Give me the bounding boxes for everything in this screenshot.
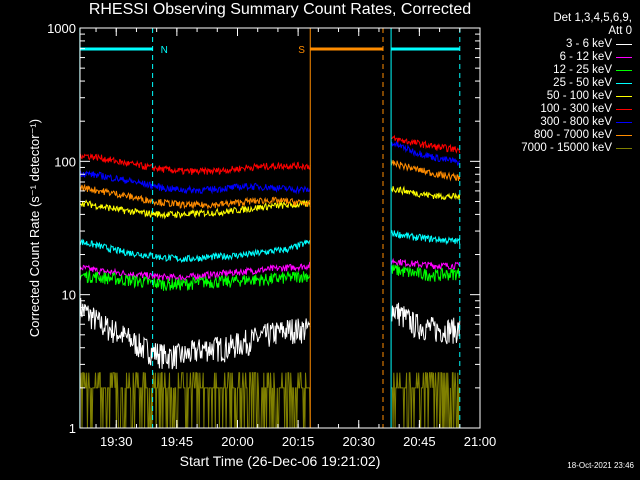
flag-label-n: N (161, 45, 168, 56)
legend-entry: 12 - 25 keV (472, 64, 632, 77)
legend-entry: 3 - 6 keV (472, 38, 632, 51)
legend: Det 1,3,4,5,6,9, Att 0 3 - 6 keV 6 - 12 k… (472, 12, 632, 155)
legend-swatch (616, 122, 632, 123)
series-line-25-50-kev (79, 238, 311, 264)
series-line-12-25-kev (390, 264, 461, 282)
legend-swatch (616, 57, 632, 58)
series-line-12-25-kev (79, 270, 311, 291)
legend-entry: 100 - 300 keV (472, 103, 632, 116)
series-line-50-100-kev (79, 199, 311, 220)
x-tick-label: 19:45 (161, 434, 194, 449)
legend-entry-label: 100 - 300 keV (540, 103, 612, 115)
flag-label-s: S (298, 45, 305, 56)
legend-swatch (616, 96, 632, 97)
series-line-100-300-kev (390, 134, 461, 154)
series-line-300-800-kev (390, 141, 461, 166)
legend-swatch (616, 44, 632, 45)
series-line-800-7000-kev (79, 183, 311, 211)
series-line-3-6-kev (79, 297, 311, 370)
legend-entry-label: 800 - 7000 keV (533, 129, 612, 141)
x-tick-label: 21:00 (464, 434, 497, 449)
series-line-25-50-kev (390, 229, 461, 246)
legend-entry: 50 - 100 keV (472, 90, 632, 103)
legend-entry-label: 7000 - 15000 keV (521, 142, 612, 154)
legend-entry: 25 - 50 keV (472, 77, 632, 90)
legend-entry: 300 - 800 keV (472, 116, 632, 129)
legend-entry-label: 3 - 6 keV (565, 38, 612, 50)
legend-header-attenuator: Att 0 (608, 25, 632, 37)
legend-swatch (616, 109, 632, 110)
legend-entry-label: 12 - 25 keV (553, 64, 612, 76)
y-tick-label: 10 (62, 288, 76, 303)
x-tick-label: 20:15 (282, 434, 315, 449)
series-line-7000-15000-kev (80, 372, 311, 429)
series-line-800-7000-kev (390, 159, 461, 182)
legend-swatch (616, 135, 632, 136)
x-tick-label: 20:45 (403, 434, 436, 449)
series-line-6-12-kev (390, 257, 461, 271)
legend-header-detectors: Det 1,3,4,5,6,9, (553, 12, 632, 24)
legend-swatch (616, 70, 632, 71)
y-tick-label: 100 (54, 154, 76, 169)
series-line-7000-15000-kev (391, 372, 460, 429)
y-tick-label: 1 (69, 421, 76, 436)
series-line-50-100-kev (390, 185, 461, 201)
legend-entry-label: 300 - 800 keV (540, 116, 612, 128)
footer-timestamp: 18-Oct-2021 23:46 (567, 461, 634, 470)
y-axis-label: Corrected Count Rate (s⁻¹ detector⁻¹) (27, 118, 42, 338)
legend-swatch (616, 83, 632, 84)
legend-swatch (616, 148, 632, 149)
x-tick-label: 19:30 (100, 434, 133, 449)
x-tick-label: 20:30 (342, 434, 375, 449)
chart-title: RHESSI Observing Summary Count Rates, Co… (88, 1, 472, 18)
x-tick-label: 20:00 (221, 434, 254, 449)
legend-entry-label: 6 - 12 keV (559, 51, 612, 63)
series-line-3-6-kev (390, 302, 461, 345)
plot-frame (79, 27, 481, 429)
y-tick-label: 1000 (47, 21, 76, 36)
legend-entry-label: 50 - 100 keV (546, 90, 612, 102)
series-line-6-12-kev (79, 261, 311, 282)
legend-entry: 800 - 7000 keV (472, 129, 632, 142)
x-axis-label: Start Time (26-Dec-06 19:21:02) (179, 453, 381, 469)
legend-entry: 7000 - 15000 keV (472, 142, 632, 155)
legend-entry-label: 25 - 50 keV (553, 77, 612, 89)
legend-entry: 6 - 12 keV (472, 51, 632, 64)
series-line-100-300-kev (79, 153, 311, 176)
series-line-300-800-kev (79, 170, 311, 195)
